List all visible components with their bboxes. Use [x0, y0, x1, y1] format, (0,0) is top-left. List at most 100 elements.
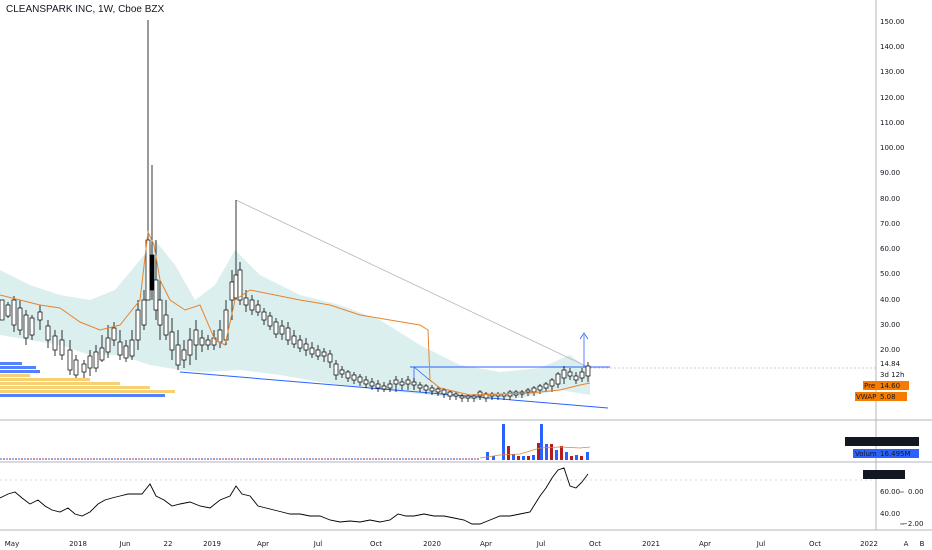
candle-body [441, 389, 447, 395]
volume-bar [390, 458, 392, 460]
last-price-label: 14.84 [880, 360, 901, 368]
volume-bar [261, 458, 263, 460]
time-tick-label: Oct [370, 540, 382, 548]
candle-body [123, 345, 129, 359]
price-pane[interactable] [0, 20, 876, 409]
volume-bar [402, 458, 404, 460]
moving-average-line[interactable] [0, 230, 591, 396]
volume-bar [429, 458, 431, 460]
volume-bar [550, 444, 553, 460]
candle-body [333, 363, 339, 376]
volume-bar [417, 458, 419, 460]
volume-profile-bar [0, 390, 175, 393]
candle-body [453, 393, 459, 397]
vwap-value: 5.08 [880, 393, 896, 401]
volume-bar [246, 458, 248, 460]
price-tick-label: 30.00 [880, 321, 900, 329]
candle-body [363, 379, 369, 385]
volume-bar [342, 458, 344, 460]
volume-bar [102, 458, 104, 460]
rsi-label: RSI [865, 471, 876, 479]
time-tick-label: 22 [164, 540, 173, 548]
volume-bar [435, 458, 437, 460]
candle-body [477, 391, 483, 397]
pre-market-value-badge [877, 381, 909, 390]
volume-label: Volume [855, 450, 881, 458]
time-tick-label: May [5, 540, 19, 548]
candle-body [339, 369, 345, 375]
volume-bar [537, 443, 540, 460]
price-axis[interactable]: 150.00 140.00 130.00 120.00 110.00 100.00 90.0… [855, 18, 909, 401]
candle-body [303, 343, 309, 351]
volume-bar [27, 458, 29, 460]
volume-bar [39, 458, 41, 460]
rsi-tick-label: 60.00 [880, 488, 900, 496]
volume-profile-bar [0, 382, 120, 385]
volume-bar [540, 424, 543, 460]
volume-bar [575, 455, 578, 460]
support-trendline[interactable] [179, 371, 609, 409]
volume-bar [12, 458, 14, 460]
volume-bar [339, 458, 341, 460]
volume-bar [129, 458, 131, 460]
volume-bar [447, 458, 449, 460]
price-tick-label: 90.00 [880, 169, 900, 177]
price-tick-label: 150.00 [880, 18, 905, 26]
resistance-trendline[interactable] [235, 199, 591, 369]
time-axis[interactable]: May 2018 Jun 22 2019 Apr Jul Oct 2020 Apr Jul Oct 20… [5, 540, 925, 548]
candle-body [357, 376, 363, 383]
volume-bar [396, 458, 398, 460]
candle-body [45, 325, 51, 341]
volume-bar [189, 458, 191, 460]
volume-bar [132, 458, 134, 460]
candle-body [435, 388, 441, 393]
pre-market-value: 14.60 [880, 382, 900, 390]
candle-body [465, 395, 471, 399]
volume-bar [441, 458, 443, 460]
volume-bar [264, 458, 266, 460]
volume-bar [381, 458, 383, 460]
candle-body [105, 337, 111, 353]
volume-bar [159, 458, 161, 460]
candle-body [369, 381, 375, 387]
candle-body [52, 335, 58, 351]
rsi-line[interactable] [0, 467, 589, 525]
volume-bar [486, 452, 489, 460]
candle-body [375, 383, 381, 389]
volume-bar [186, 458, 188, 460]
volume-bar [318, 458, 320, 460]
price-tick-label: 60.00 [880, 245, 900, 253]
candle-body [181, 349, 187, 361]
candle-body [135, 309, 141, 341]
volume-bar [360, 458, 362, 460]
volume-bar [96, 458, 98, 460]
volume-bar [462, 458, 464, 460]
volume-bar [420, 458, 422, 460]
volume-bar [33, 458, 35, 460]
candle-body [193, 329, 199, 346]
volume-bar [315, 458, 317, 460]
volume-bar [408, 458, 410, 460]
volume-bar [120, 458, 122, 460]
candle-body [205, 339, 211, 346]
volume-bar [555, 450, 558, 460]
bar-countdown: 3d 12h [880, 371, 904, 379]
candle-body [387, 383, 393, 389]
volume-bar [141, 458, 143, 460]
volume-bar [456, 458, 458, 460]
volume-bar [348, 458, 350, 460]
candle-body [229, 281, 235, 301]
candle-body [399, 381, 405, 386]
volume-bar [195, 458, 197, 460]
candle-body [255, 304, 261, 313]
rsi-pane[interactable]: RSI 75.89 60.00 40.00 0.00 −2.00 [0, 467, 924, 528]
volume-bar [60, 458, 62, 460]
volume-bar [423, 458, 425, 460]
volume-bar [87, 458, 89, 460]
volume-bar [108, 458, 110, 460]
candle-body [261, 311, 267, 321]
volume-bar [171, 458, 173, 460]
volume-bar [114, 458, 116, 460]
